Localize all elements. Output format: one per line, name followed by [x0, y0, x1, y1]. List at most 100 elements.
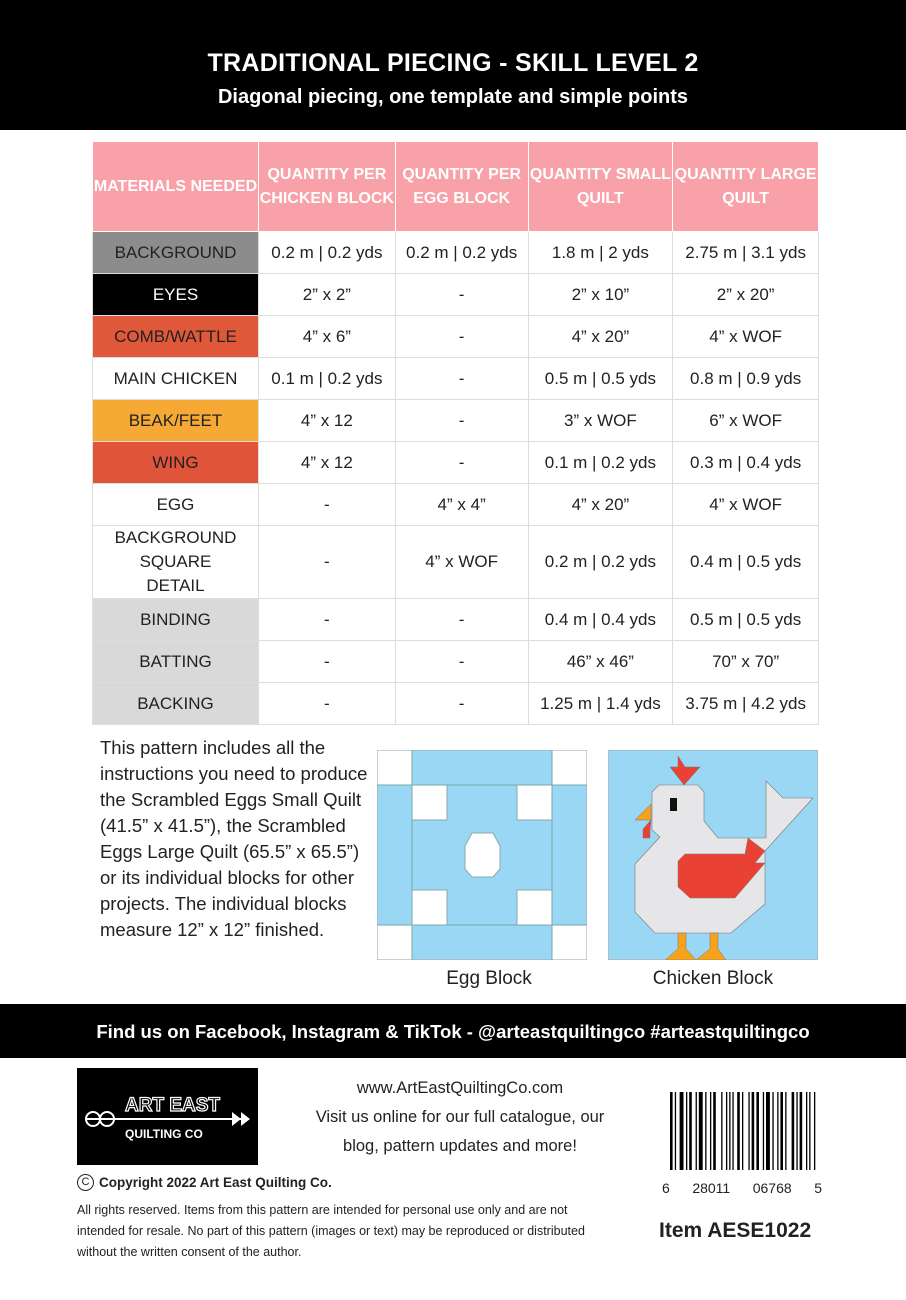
- quantity-cell: -: [394, 399, 529, 442]
- quantity-cell: 0.8 m | 0.9 yds: [672, 357, 819, 400]
- quantity-cell: 0.4 m | 0.5 yds: [672, 525, 819, 599]
- barcode-bar: [748, 1092, 750, 1170]
- table-row: COMB/WATTLE 4” x 6” -4” x 20” 4” x WOF: [92, 315, 819, 358]
- quantity-cell: 4” x 12: [257, 399, 396, 442]
- barcode-bar: [689, 1092, 692, 1170]
- barcode-bar: [791, 1092, 795, 1170]
- quantity-cell: -: [394, 357, 529, 400]
- material-label: WING: [92, 441, 259, 484]
- table-row: BACKGROUND 0.2 m | 0.2 yds 0.2 m | 0.2 yds…: [92, 231, 819, 274]
- barcode-bar: [762, 1092, 765, 1170]
- barcode-bar: [695, 1092, 697, 1170]
- column-header: QUANTITY PER EGG BLOCK: [394, 141, 529, 232]
- quantity-cell: 3” x WOF: [527, 399, 674, 442]
- barcode-bar: [737, 1092, 740, 1170]
- quantity-cell: 0.5 m | 0.5 yds: [527, 357, 674, 400]
- barcode-bar: [686, 1092, 688, 1170]
- quantity-cell: 3.75 m | 4.2 yds: [672, 682, 819, 725]
- quantity-cell: 4” x WOF: [672, 483, 819, 526]
- barcode-digit-group: 28011: [692, 1180, 731, 1196]
- barcode-bar: [732, 1092, 734, 1170]
- quantity-cell: -: [257, 598, 396, 641]
- website-text-2: blog, pattern updates and more!: [343, 1137, 577, 1155]
- barcode-bar: [710, 1092, 712, 1170]
- material-label: BEAK/FEET: [92, 399, 259, 442]
- social-banner: Find us on Facebook, Instagram & TikTok …: [0, 1004, 906, 1058]
- quantity-cell: 4” x 20”: [527, 315, 674, 358]
- quantity-cell: -: [257, 483, 396, 526]
- material-label: BATTING: [92, 640, 259, 683]
- quantity-cell: 0.4 m | 0.4 yds: [527, 598, 674, 641]
- quantity-cell: 46” x 46”: [527, 640, 674, 683]
- copyright-text: Copyright 2022 Art East Quilting Co.: [99, 1175, 332, 1190]
- barcode-digits: 6 28011 06768 5: [662, 1180, 822, 1196]
- quantity-cell: 0.1 m | 0.2 yds: [257, 357, 396, 400]
- barcode-bar: [674, 1092, 677, 1170]
- quantity-cell: 4” x 12: [257, 441, 396, 484]
- website-text-1: Visit us online for our full catalogue, …: [315, 1108, 605, 1126]
- quantity-cell: 0.5 m | 0.5 yds: [672, 598, 819, 641]
- column-header: QUANTITY LARGE QUILT: [672, 141, 819, 232]
- barcode-bar: [809, 1092, 811, 1170]
- barcode-bar: [751, 1092, 755, 1170]
- column-header: QUANTITY PER CHICKEN BLOCK: [257, 141, 396, 232]
- page-subtitle: Diagonal piecing, one template and simpl…: [217, 86, 689, 108]
- table-row: BINDING - -0.4 m | 0.4 yds 0.5 m | 0.5 yds: [92, 598, 819, 641]
- quantity-cell: 4” x WOF: [394, 525, 529, 599]
- quantity-cell: -: [394, 273, 529, 316]
- material-label: EYES: [92, 273, 259, 316]
- copyright: C Copyright 2022 Art East Quilting Co.: [77, 1174, 332, 1191]
- legal-notice: All rights reserved. Items from this pat…: [77, 1203, 585, 1259]
- quantity-cell: -: [257, 682, 396, 725]
- barcode-bar: [729, 1092, 731, 1170]
- barcode-bar: [742, 1092, 744, 1170]
- quantity-cell: -: [394, 598, 529, 641]
- quantity-cell: -: [394, 640, 529, 683]
- pattern-description: This pattern includes all the instructio…: [100, 737, 368, 940]
- table-row: MAIN CHICKEN 0.1 m | 0.2 yds -0.5 m | 0.5 …: [92, 357, 819, 400]
- quantity-cell: 4” x 20”: [527, 483, 674, 526]
- item-number: Item AESE1022: [659, 1219, 812, 1242]
- quantity-cell: 0.1 m | 0.2 yds: [527, 441, 674, 484]
- chicken-block-caption: Chicken Block: [652, 968, 774, 989]
- quantity-cell: 1.25 m | 1.4 yds: [527, 682, 674, 725]
- barcode-bar: [756, 1092, 759, 1170]
- barcode-bar: [766, 1092, 770, 1170]
- table-row: EGG -4” x 4” 4” x 20” 4” x WOF: [92, 483, 819, 526]
- table-row: WING 4” x 12-0.1 m | 0.2 yds 0.3 m | 0.4 y…: [92, 441, 819, 484]
- quantity-cell: 0.3 m | 0.4 yds: [672, 441, 819, 484]
- quantity-cell: 2.75 m | 3.1 yds: [672, 231, 819, 274]
- quantity-cell: -: [257, 525, 396, 599]
- quantity-cell: 0.2 m | 0.2 yds: [527, 525, 674, 599]
- material-label: MAIN CHICKEN: [92, 357, 259, 400]
- table-row: BATTING - -46” x 46” 70” x 70”: [92, 640, 819, 683]
- column-header: QUANTITY SMALL QUILT: [527, 141, 674, 232]
- quantity-cell: 2” x 20”: [672, 273, 819, 316]
- barcode-bar: [780, 1092, 783, 1170]
- materials-table: MATERIALS NEEDED QUANTITY PER CHICKEN BLO…: [92, 141, 819, 725]
- quantity-cell: 70” x 70”: [672, 640, 819, 683]
- barcode-bar: [799, 1092, 803, 1170]
- barcode-digit-group: 6: [662, 1180, 670, 1196]
- quantity-cell: -: [394, 441, 529, 484]
- quantity-cell: 2” x 2”: [257, 273, 396, 316]
- website-link[interactable]: www.ArtEastQuiltingCo.com: [356, 1079, 564, 1097]
- barcode-digit-group: 06768: [752, 1180, 792, 1196]
- barcode-bar: [705, 1092, 707, 1170]
- table-row: BACKING - -1.25 m | 1.4 yds 3.75 m | 4.2 yd…: [92, 682, 819, 725]
- egg-block-caption: Egg Block: [446, 968, 532, 989]
- barcode-bar: [785, 1092, 787, 1170]
- table-row: BACKGROUND SQUARE DETAIL -4” x WOF 0.2 m |…: [92, 525, 819, 599]
- quantity-cell: -: [257, 640, 396, 683]
- barcode-bar: [806, 1092, 808, 1170]
- barcode-bar: [713, 1092, 716, 1170]
- column-header: MATERIALS NEEDED: [92, 141, 259, 232]
- table-row: BEAK/FEET 4” x 12-3” x WOF 6” x WOF: [92, 399, 819, 442]
- barcode: [670, 1092, 816, 1170]
- quantity-cell: -: [394, 682, 529, 725]
- barcode-bar: [777, 1092, 779, 1170]
- quantity-cell: 4” x 4”: [394, 483, 529, 526]
- website-info: www.ArtEastQuiltingCo.com Visit us onlin…: [290, 1074, 630, 1161]
- barcode-bar: [670, 1092, 673, 1170]
- quantity-cell: 1.8 m | 2 yds: [527, 231, 674, 274]
